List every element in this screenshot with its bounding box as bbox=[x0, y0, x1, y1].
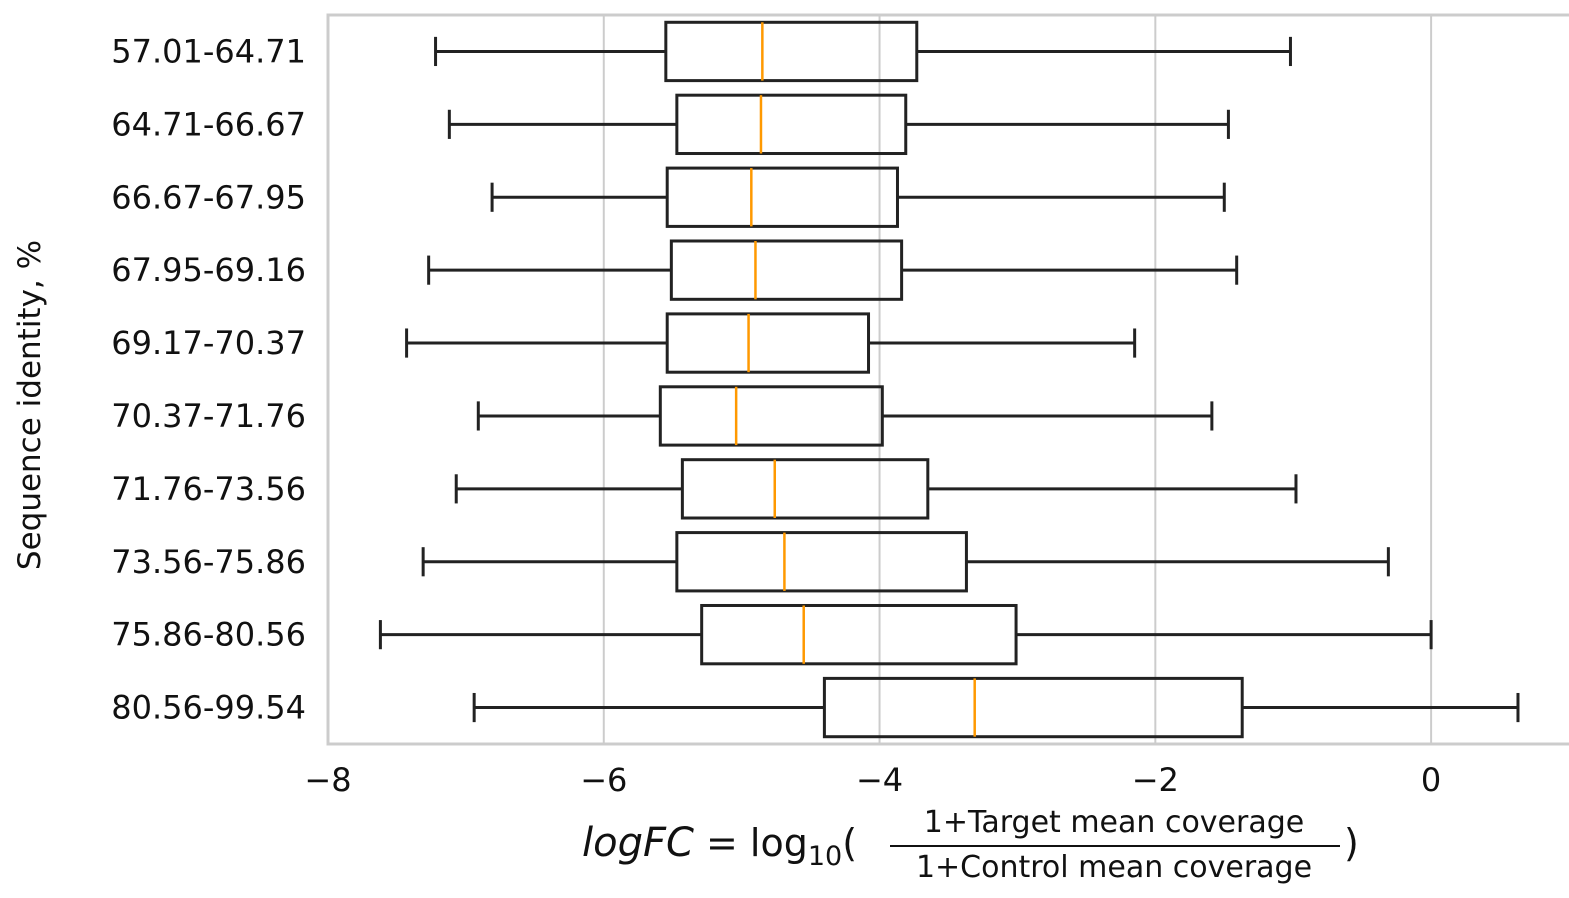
box-6 bbox=[454, 458, 1298, 520]
x-axis-title-equals: = log bbox=[694, 821, 808, 865]
y-tick-labels: 57.01-64.71 64.71-66.67 66.67-67.95 67.95-6… bbox=[111, 32, 306, 726]
box-0 bbox=[434, 20, 1292, 83]
y-tick-label-7: 73.56-75.86 bbox=[111, 543, 306, 581]
y-axis-title: Sequence identity, % bbox=[12, 240, 48, 570]
iqr-box-5 bbox=[658, 385, 884, 447]
box-7 bbox=[421, 531, 1390, 593]
y-tick-label-5: 70.37-71.76 bbox=[111, 397, 306, 435]
iqr-box-4 bbox=[665, 312, 871, 374]
svg-text:logFC = log10(: logFC = log10( bbox=[582, 820, 857, 872]
y-tick-label-1: 64.71-66.67 bbox=[111, 105, 306, 143]
y-tick-label-8: 75.86-80.56 bbox=[111, 616, 306, 654]
y-tick-label-6: 71.76-73.56 bbox=[111, 470, 306, 508]
iqr-box-0 bbox=[664, 20, 919, 83]
box-5 bbox=[476, 385, 1214, 447]
box-8 bbox=[378, 603, 1433, 666]
iqr-box-7 bbox=[675, 531, 968, 593]
iqr-box-2 bbox=[665, 166, 899, 228]
x-tick-label-2: −4 bbox=[856, 761, 903, 799]
x-tick-labels: −8 −6 −4 −2 0 bbox=[304, 761, 1441, 799]
svg-text:): ) bbox=[1344, 821, 1359, 865]
x-tick-label-0: −8 bbox=[304, 761, 351, 799]
x-axis-title-denominator: 1+Control mean coverage bbox=[916, 850, 1312, 885]
plot-frame bbox=[326, 13, 1569, 746]
x-tick-label-4: 0 bbox=[1421, 761, 1441, 799]
iqr-box-9 bbox=[822, 676, 1244, 739]
box-4 bbox=[405, 312, 1137, 374]
x-axis-title-subscript: 10 bbox=[808, 841, 842, 872]
iqr-box-8 bbox=[700, 603, 1018, 666]
iqr-box-6 bbox=[680, 458, 930, 520]
x-tick-label-3: −2 bbox=[1132, 761, 1179, 799]
y-tick-label-4: 69.17-70.37 bbox=[111, 324, 306, 362]
x-tick-label-1: −6 bbox=[580, 761, 627, 799]
x-axis-title: logFC = log10( 1+Target mean coverage 1+… bbox=[582, 805, 1359, 885]
box-group bbox=[378, 20, 1520, 739]
box-1 bbox=[447, 93, 1230, 156]
x-axis-title-numerator: 1+Target mean coverage bbox=[924, 805, 1304, 840]
y-tick-label-3: 67.95-69.16 bbox=[111, 251, 306, 289]
x-axis-title-lhs: logFC bbox=[582, 820, 694, 866]
y-tick-label-9: 80.56-99.54 bbox=[111, 689, 306, 727]
y-tick-label-0: 57.01-64.71 bbox=[111, 32, 306, 70]
y-tick-label-2: 66.67-67.95 bbox=[111, 178, 306, 216]
box-3 bbox=[427, 239, 1239, 301]
iqr-box-1 bbox=[675, 93, 908, 156]
iqr-box-3 bbox=[669, 239, 904, 301]
box-9 bbox=[472, 676, 1520, 739]
box-2 bbox=[490, 166, 1226, 228]
